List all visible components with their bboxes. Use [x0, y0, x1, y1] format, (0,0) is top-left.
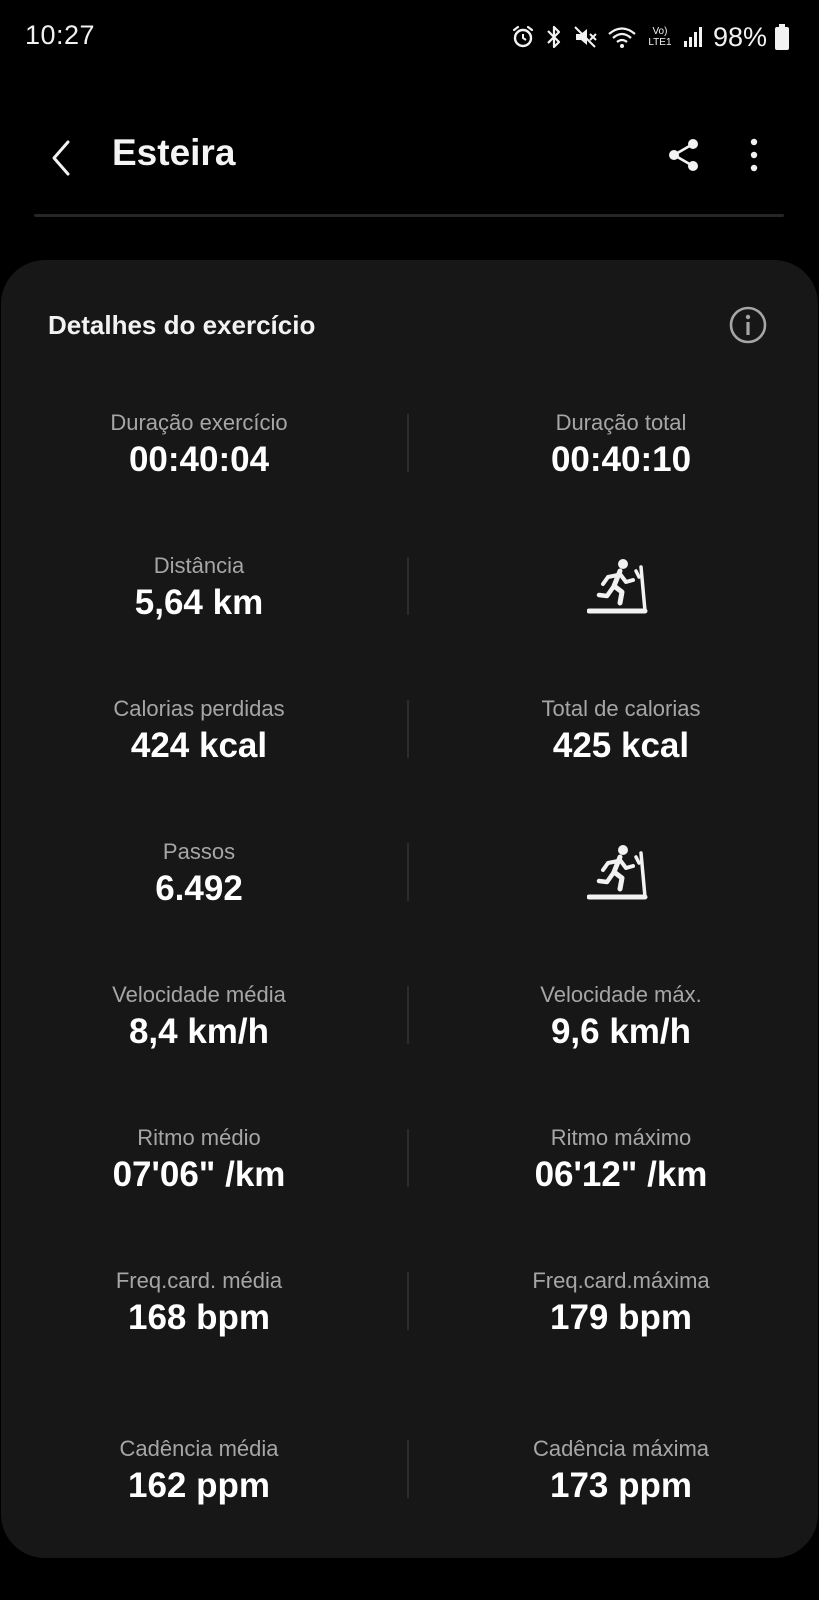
stat-distance: Distância 5,64 km [1, 551, 397, 661]
stat-value: 6.492 [155, 869, 243, 908]
row-divider [407, 557, 409, 615]
page-title: Esteira [112, 132, 236, 173]
stat-label: Passos [162, 839, 236, 864]
stat-avg-pace: Ritmo médio 07'06" /km [1, 1123, 397, 1233]
stat-label: Velocidade média [112, 982, 286, 1007]
card-title: Detalhes do exercício [48, 310, 316, 340]
stat-exercise-duration: Duração exercício 00:40:04 [1, 408, 397, 518]
battery-icon [775, 24, 789, 50]
stat-label: Ritmo médio [137, 1125, 261, 1150]
row-divider [407, 1129, 409, 1187]
battery-percent: 98% [712, 21, 767, 52]
stat-steps: Passos 6.492 [1, 837, 397, 947]
stat-row-cadence: Cadência média 162 ppm Cadência máxima 1… [1, 1434, 818, 1544]
stat-label: Cadência média [119, 1436, 279, 1461]
stat-treadmill-placeholder [409, 551, 819, 661]
status-icons: Vo) LTE1 98% [511, 22, 789, 52]
row-divider [407, 414, 409, 472]
stat-value: 8,4 km/h [128, 1012, 270, 1051]
stat-total-calories: Total de calorias 425 kcal [409, 694, 819, 804]
wifi-icon [607, 25, 637, 49]
stat-value: 424 kcal [130, 726, 268, 765]
row-divider [407, 1440, 409, 1498]
stat-max-pace: Ritmo máximo 06'12" /km [409, 1123, 819, 1233]
chevron-left-icon [52, 140, 70, 176]
stat-row-duration: Duração exercício 00:40:04 Duração total… [1, 408, 818, 518]
stat-avg-heart-rate: Freq.card. média 168 bpm [1, 1266, 397, 1376]
stat-avg-speed: Velocidade média 8,4 km/h [1, 980, 397, 1090]
stat-value: 9,6 km/h [550, 1012, 692, 1051]
more-vertical-icon [750, 138, 758, 172]
stat-value: 06'12" /km [534, 1155, 708, 1194]
stat-value: 162 ppm [128, 1466, 270, 1505]
stat-row-speed: Velocidade média 8,4 km/h Velocidade máx… [1, 980, 818, 1090]
info-button[interactable] [725, 302, 771, 348]
back-button[interactable] [36, 133, 86, 183]
info-icon [729, 306, 767, 344]
stat-value: 07'06" /km [112, 1155, 286, 1194]
stat-total-duration: Duração total 00:40:10 [409, 408, 819, 518]
stat-row-heart-rate: Freq.card. média 168 bpm Freq.card.máxim… [1, 1266, 818, 1376]
stat-label: Calorias perdidas [113, 696, 285, 721]
exercise-details-card: Detalhes do exercício Duração exercício … [1, 260, 818, 1558]
stat-calories-burned: Calorias perdidas 424 kcal [1, 694, 397, 804]
stat-label: Cadência máxima [532, 1436, 710, 1461]
header-divider [34, 214, 784, 217]
stat-avg-cadence: Cadência média 162 ppm [1, 1434, 397, 1544]
alarm-icon [511, 25, 535, 49]
stat-row-calories: Calorias perdidas 424 kcal Total de calo… [1, 694, 818, 804]
mute-icon [573, 25, 599, 49]
stat-label: Ritmo máximo [550, 1125, 692, 1150]
stat-max-speed: Velocidade máx. 9,6 km/h [409, 980, 819, 1090]
treadmill-runner-icon [587, 845, 648, 900]
stat-max-heart-rate: Freq.card.máxima 179 bpm [409, 1266, 819, 1376]
stat-label: Total de calorias [541, 696, 701, 721]
row-divider [407, 843, 409, 901]
status-bar: 10:27 [0, 0, 819, 74]
row-divider [407, 700, 409, 758]
stat-value: 179 bpm [550, 1298, 692, 1337]
stat-row-distance: Distância 5,64 km [1, 551, 818, 661]
stat-max-cadence: Cadência máxima 173 ppm [409, 1434, 819, 1544]
network-label: Vo) LTE1 [648, 26, 672, 48]
stat-value: 00:40:10 [550, 440, 692, 479]
stat-value: 173 ppm [550, 1466, 692, 1505]
treadmill-runner-icon [587, 559, 648, 614]
status-time: 10:27 [25, 20, 96, 50]
share-icon [669, 139, 698, 171]
stat-label: Freq.card. média [115, 1268, 283, 1293]
stat-label: Velocidade máx. [540, 982, 702, 1007]
stat-row-steps: Passos 6.492 [1, 837, 818, 947]
row-divider [407, 1272, 409, 1330]
stat-label: Freq.card.máxima [532, 1268, 710, 1293]
signal-icon [683, 26, 703, 48]
stat-value: 425 kcal [552, 726, 690, 765]
stat-treadmill-placeholder [409, 837, 819, 947]
bluetooth-icon [543, 24, 565, 50]
lte-icon: Vo) LTE1 [645, 26, 675, 48]
stat-value: 168 bpm [128, 1298, 270, 1337]
app-bar: Esteira [0, 115, 819, 195]
stat-value: 5,64 km [134, 583, 264, 622]
stat-label: Duração total [555, 410, 687, 435]
row-divider [407, 986, 409, 1044]
stat-label: Distância [153, 553, 245, 578]
stat-row-pace: Ritmo médio 07'06" /km Ritmo máximo 06'1… [1, 1123, 818, 1233]
stat-label: Duração exercício [110, 410, 288, 435]
more-options-button[interactable] [730, 131, 778, 179]
stat-value: 00:40:04 [128, 440, 270, 479]
share-button[interactable] [660, 131, 708, 179]
